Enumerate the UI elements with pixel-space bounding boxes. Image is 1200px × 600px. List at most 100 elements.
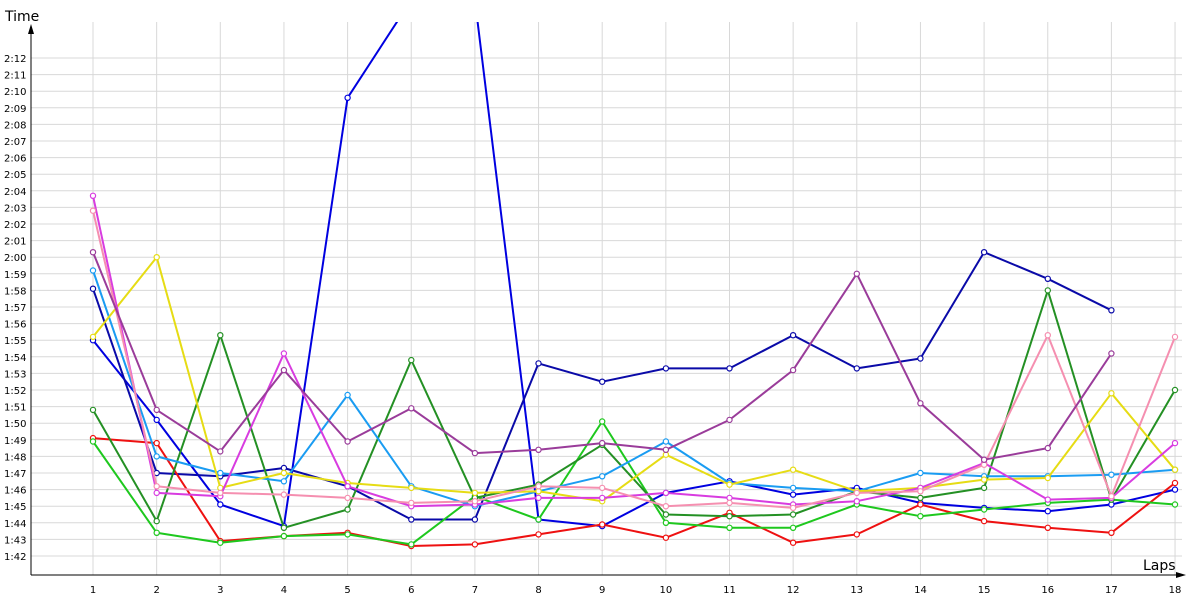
y-tick-label: 1:53: [4, 369, 26, 380]
data-point: [89, 248, 97, 256]
data-point: [217, 489, 224, 497]
data-point: [535, 360, 542, 367]
data-point: [217, 539, 224, 546]
data-point: [917, 494, 924, 502]
data-point: [1044, 332, 1052, 339]
data-point: [1171, 386, 1179, 394]
grid-lines: [31, 22, 1182, 575]
data-point: [89, 438, 97, 445]
data-point: [153, 483, 160, 490]
data-point: [1171, 466, 1179, 473]
y-tick-label: 2:07: [4, 137, 26, 148]
series-line: [92, 195, 1176, 508]
x-tick-label: 8: [535, 585, 541, 596]
x-tick-label: 17: [1105, 585, 1118, 596]
x-tick-label: 6: [408, 585, 414, 596]
data-point: [662, 446, 670, 453]
data-point: [344, 483, 351, 490]
data-point: [662, 519, 670, 527]
x-tick-label: 10: [659, 585, 672, 596]
data-point: [789, 484, 797, 492]
y-tick-label: 2:05: [4, 170, 26, 181]
y-tick-label: 2:09: [4, 104, 26, 115]
data-point: [917, 355, 924, 362]
data-point: [153, 406, 160, 414]
data-point: [280, 524, 288, 532]
data-point: [726, 416, 733, 424]
data-point: [153, 439, 160, 447]
y-tick-label: 1:52: [4, 386, 26, 397]
y-tick-label: 2:10: [4, 87, 26, 98]
data-point: [153, 416, 160, 424]
y-axis-title: Time: [4, 9, 39, 25]
data-point: [1108, 529, 1115, 537]
data-point: [980, 476, 988, 483]
y-tick-label: 1:49: [4, 436, 26, 447]
data-point: [280, 491, 288, 498]
data-point: [980, 506, 988, 513]
data-point: [917, 469, 924, 477]
data-point: [535, 531, 542, 538]
data-point: [1171, 501, 1179, 508]
data-point: [408, 356, 415, 364]
series-2: [89, 248, 1115, 523]
data-point: [1108, 307, 1115, 314]
series-line: [92, 289, 1176, 529]
data-point: [853, 365, 861, 372]
series-line: [92, 210, 1176, 509]
data-point: [217, 332, 224, 339]
x-axis-title: Laps: [1143, 558, 1176, 574]
data-point: [1044, 508, 1052, 515]
x-tick-label: 15: [978, 585, 991, 596]
x-tick-label: 3: [217, 585, 223, 596]
series-layer: [89, 22, 1179, 550]
data-point: [599, 378, 606, 385]
data-point: [408, 541, 415, 548]
x-tick-labels: 1 2 3 4 5 6 7 8 9 10 11 12 13 14 15 16 17 18: [90, 585, 1182, 596]
data-point: [789, 466, 797, 473]
y-tick-label: 1:57: [4, 303, 26, 314]
x-tick-label: 16: [1041, 585, 1054, 596]
y-tick-label: 1:48: [4, 452, 26, 463]
series-9: [89, 207, 1179, 512]
x-tick-label: 5: [344, 585, 350, 596]
y-tick-label: 1:45: [4, 502, 26, 513]
data-point: [980, 484, 988, 492]
series-line: [92, 256, 1176, 503]
series-7: [89, 254, 1179, 505]
data-point: [153, 489, 160, 497]
data-point: [408, 499, 415, 507]
data-point: [662, 489, 670, 497]
data-point: [535, 516, 542, 523]
data-point: [980, 517, 988, 525]
data-point: [1171, 486, 1179, 493]
data-point: [599, 418, 606, 425]
data-point: [153, 529, 160, 537]
data-point: [662, 438, 670, 445]
data-point: [726, 499, 733, 507]
data-point: [153, 517, 160, 525]
x-tick-label: 12: [787, 585, 800, 596]
data-point: [280, 350, 288, 357]
data-point: [153, 453, 160, 460]
data-point: [1044, 474, 1052, 482]
data-point: [853, 531, 861, 538]
data-point: [1108, 350, 1115, 357]
y-tick-label: 1:59: [4, 270, 26, 281]
data-point: [1044, 444, 1052, 452]
y-tick-label: 1:43: [4, 535, 26, 546]
data-point: [1108, 493, 1115, 500]
data-point: [599, 484, 606, 492]
data-point: [917, 501, 924, 508]
data-point: [344, 506, 351, 513]
series-3: [89, 434, 1179, 550]
y-tick-label: 1:42: [4, 552, 26, 563]
y-tick-label: 2:03: [4, 203, 26, 214]
y-tick-label: 2:00: [4, 253, 26, 264]
y-tick-labels: 1:42 1:43 1:44 1:45 1:46 1:47 1:48 1:49 1:50 1:51…: [4, 54, 26, 563]
data-point: [662, 365, 670, 372]
y-tick-label: 2:11: [4, 71, 26, 82]
data-point: [89, 207, 97, 214]
data-point: [280, 478, 288, 485]
